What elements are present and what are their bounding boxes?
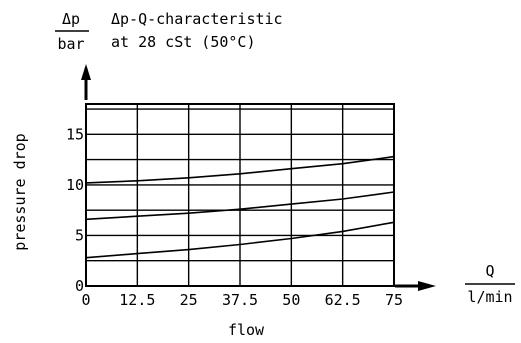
series-line-1 [85,221,395,259]
y-tick-label: 15 [66,125,84,143]
x-tick-label: 0 [81,291,90,309]
grid [85,104,395,286]
chart-title: Δp-Q-characteristic [111,10,283,28]
y-axis-arrowhead [81,64,91,80]
x-unit-denominator: l/min [467,288,512,306]
plot-frame [85,103,395,287]
series-line-2 [85,191,395,221]
y-axis-title: pressure drop [11,133,29,250]
x-tick-label: 50 [282,291,300,309]
y-unit-denominator: bar [57,35,84,53]
y-tick-label: 5 [75,226,84,244]
chart-subtitle: at 28 cSt (50°C) [111,33,256,51]
series-line-3 [85,155,395,184]
x-tick-label: 25 [180,291,198,309]
y-tick-label: 0 [75,277,84,295]
x-tick-label: 75 [385,291,403,309]
x-tick-label: 37.5 [222,291,258,309]
tick-labels: 0 12.5 25 37.5 50 62.5 75 0 5 10 15 [66,125,403,309]
x-unit-numerator: Q [485,262,494,280]
x-tick-label: 62.5 [325,291,361,309]
series-group [85,155,395,259]
y-unit-numerator: Δp [62,10,80,28]
x-tick-label: 12.5 [119,291,155,309]
x-axis-title: flow [228,321,265,339]
y-tick-label: 10 [66,176,84,194]
x-axis-arrowhead [418,281,436,291]
